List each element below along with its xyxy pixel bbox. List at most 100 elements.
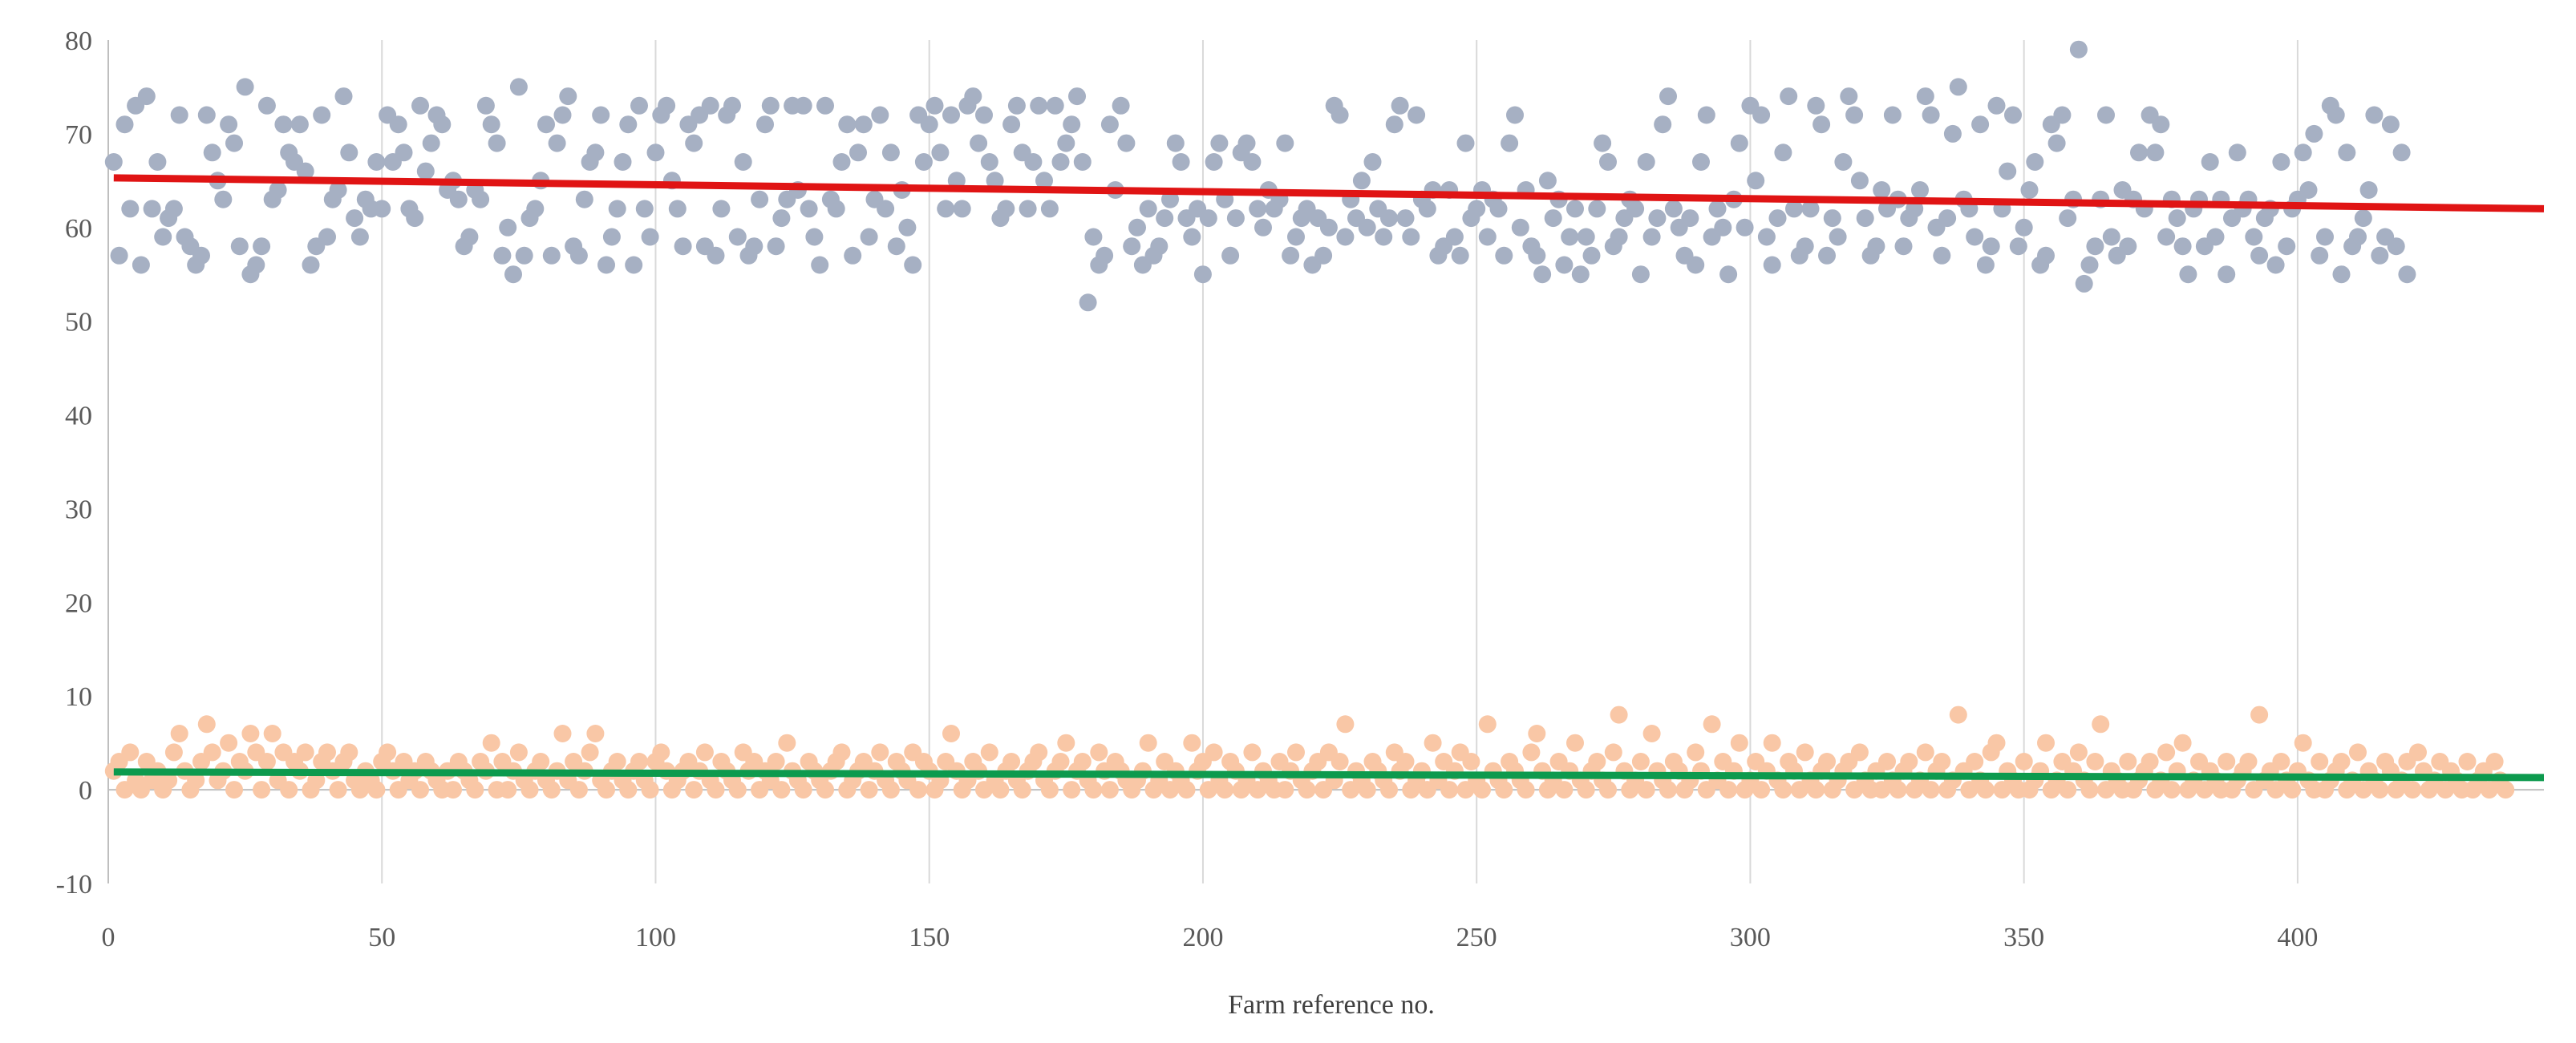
- upper-data-point: [674, 237, 692, 256]
- upper-data-point: [2305, 124, 2323, 143]
- upper-data-point: [1139, 200, 1157, 218]
- upper-data-point: [1352, 172, 1371, 190]
- lower-data-point: [1687, 743, 1705, 762]
- upper-data-point: [2026, 153, 2044, 171]
- upper-data-point: [290, 115, 309, 134]
- upper-data-point: [1949, 78, 1967, 96]
- lower-data-point: [241, 725, 260, 742]
- lower-data-point: [1139, 734, 1157, 752]
- upper-data-point: [844, 246, 862, 265]
- lower-data-point: [263, 725, 281, 742]
- upper-data-point: [1708, 200, 1727, 218]
- upper-data-point: [1040, 200, 1059, 218]
- upper-data-point: [658, 96, 676, 115]
- lower-data-point: [164, 743, 183, 762]
- upper-data-point: [811, 256, 829, 274]
- upper-data-point: [2354, 209, 2372, 228]
- upper-data-point: [1697, 106, 1715, 124]
- upper-data-point: [1626, 200, 1645, 218]
- lower-data-point: [2272, 753, 2290, 770]
- upper-data-point: [1599, 153, 1617, 171]
- lower-data-point: [1703, 715, 1721, 734]
- lower-data-point: [1243, 743, 1262, 762]
- upper-data-point: [1375, 228, 1393, 246]
- upper-data-point: [942, 106, 960, 124]
- upper-data-point: [1385, 115, 1403, 134]
- lower-data-point: [2162, 781, 2181, 799]
- upper-data-point: [2080, 256, 2099, 274]
- lower-data-point: [871, 743, 889, 762]
- upper-data-point: [2332, 265, 2351, 284]
- upper-data-point: [1943, 124, 1962, 143]
- upper-data-point: [2392, 144, 2411, 162]
- upper-data-point: [1287, 228, 1305, 246]
- upper-data-point: [2316, 228, 2334, 246]
- upper-data-point: [832, 153, 851, 171]
- upper-data-point: [526, 200, 545, 218]
- upper-data-point: [1336, 228, 1355, 246]
- upper-data-point: [1205, 153, 1223, 171]
- lower-data-point: [1331, 753, 1349, 770]
- lower-data-point: [1916, 743, 1934, 762]
- upper-data-point: [1719, 265, 1738, 284]
- upper-data-point: [1451, 246, 1469, 265]
- upper-data-point: [433, 115, 452, 134]
- lower-data-point: [482, 734, 500, 752]
- upper-data-point: [537, 115, 555, 134]
- lower-data-point: [685, 781, 703, 799]
- lower-data-point: [1922, 781, 1940, 799]
- upper-data-point: [745, 237, 763, 256]
- lower-data-point: [1933, 753, 1951, 770]
- upper-data-point: [1850, 172, 1869, 190]
- upper-data-point: [1664, 200, 1683, 218]
- upper-data-point: [164, 200, 183, 218]
- upper-data-point: [569, 246, 588, 265]
- upper-data-point: [970, 134, 988, 152]
- upper-data-point: [1577, 228, 1595, 246]
- upper-data-point: [975, 106, 993, 124]
- upper-data-point: [772, 209, 791, 228]
- upper-data-point: [1687, 256, 1705, 274]
- lower-data-point: [909, 781, 928, 799]
- upper-data-point: [838, 115, 857, 134]
- upper-data-point: [1051, 153, 1070, 171]
- lower-data-point: [1517, 781, 1535, 799]
- upper-data-point: [898, 218, 917, 236]
- upper-data-point: [1358, 218, 1376, 236]
- upper-data-point: [1659, 87, 1677, 106]
- lower-data-point: [187, 771, 205, 790]
- lower-data-point: [170, 725, 188, 742]
- upper-data-point: [1128, 218, 1146, 236]
- lower-data-point: [1276, 781, 1294, 799]
- lower-data-point: [1396, 753, 1415, 770]
- upper-data-point: [1588, 200, 1606, 218]
- upper-data-point: [137, 87, 156, 106]
- upper-data-point: [1068, 87, 1086, 106]
- lower-data-point: [444, 781, 462, 799]
- upper-data-point: [1801, 200, 1820, 218]
- lower-data-point: [296, 743, 314, 762]
- upper-data-point: [1987, 96, 2006, 115]
- upper-data-point: [2398, 265, 2416, 284]
- upper-data-point: [318, 228, 336, 246]
- lower-data-point: [1555, 781, 1574, 799]
- y-tick-label: 70: [65, 120, 92, 150]
- upper-data-point: [2179, 265, 2197, 284]
- upper-data-point: [1922, 106, 1940, 124]
- lower-data-point: [2458, 753, 2477, 770]
- upper-data-point: [373, 200, 391, 218]
- lower-data-point: [772, 781, 791, 799]
- trendlines: [113, 174, 2545, 782]
- upper-data-point: [143, 200, 161, 218]
- x-tick-label: 300: [1730, 923, 1771, 952]
- y-tick-label: 80: [65, 26, 92, 56]
- upper-data-point: [2365, 106, 2384, 124]
- upper-data-point: [707, 246, 725, 265]
- lower-data-point: [1577, 781, 1595, 799]
- upper-data-point: [367, 153, 386, 171]
- upper-data-point: [115, 115, 134, 134]
- lower-data-point: [2037, 734, 2055, 752]
- lower-data-point: [411, 781, 429, 799]
- upper-data-point: [1391, 96, 1409, 115]
- upper-data-point: [1856, 209, 1874, 228]
